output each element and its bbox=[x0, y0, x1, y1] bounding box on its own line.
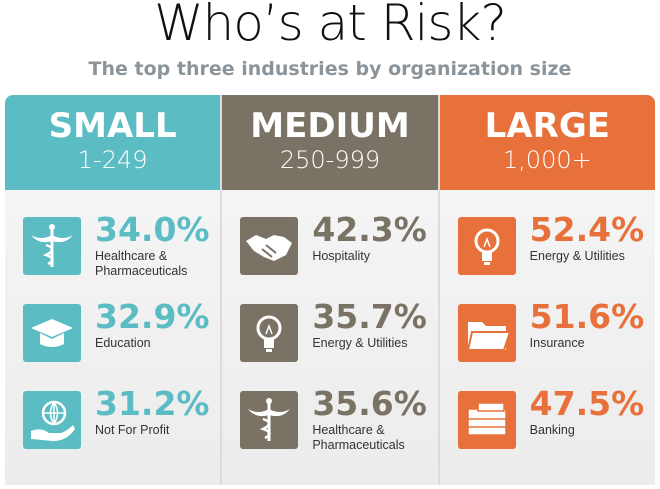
icon-graphic bbox=[256, 315, 282, 352]
industry-text: 35.6% Healthcare & Pharmaceuticals bbox=[298, 385, 427, 478]
industry-list: 52.4% Energy & Utilities 51.6% Insurance 47.… bbox=[440, 190, 655, 478]
industry-icon bbox=[240, 391, 299, 449]
panel: SMALL 1-249 34.0% Healthcare & Pharmaceutic… bbox=[5, 95, 655, 485]
industry: 35.7% Energy & Utilities bbox=[222, 298, 437, 391]
industry-label: Insurance bbox=[529, 336, 585, 350]
industry-label: Banking bbox=[529, 423, 575, 437]
size-name: LARGE bbox=[484, 106, 610, 146]
subtitle: The top three industries by organization… bbox=[88, 58, 572, 80]
industry: 52.4% Energy & Utilities bbox=[440, 211, 655, 304]
industry: 32.9% Education bbox=[5, 298, 220, 391]
column-header: LARGE 1,000+ bbox=[439, 95, 655, 190]
industry-icon bbox=[457, 304, 516, 362]
industry-label: Energy & Utilities bbox=[529, 249, 625, 263]
icon-graphic bbox=[466, 402, 507, 436]
percentage: 47.5% bbox=[529, 384, 645, 423]
industry-icon bbox=[23, 391, 81, 449]
size-range: 1-249 bbox=[77, 146, 148, 174]
industry-label: Energy & Utilities bbox=[312, 336, 408, 350]
size-name: SMALL bbox=[48, 106, 177, 146]
industry: 31.2% Not For Profit bbox=[5, 385, 220, 478]
icon-graphic bbox=[31, 224, 73, 267]
industry-label: Education bbox=[95, 336, 151, 350]
column-header: SMALL 1-249 bbox=[5, 95, 221, 190]
percentage: 52.4% bbox=[529, 210, 645, 249]
industry-text: 52.4% Energy & Utilities bbox=[516, 211, 645, 304]
industry: 42.3% Hospitality bbox=[222, 211, 437, 304]
column: SMALL 1-249 34.0% Healthcare & Pharmaceutic… bbox=[5, 95, 223, 485]
size-range: 1,000+ bbox=[502, 146, 592, 174]
industry-label: Not For Profit bbox=[95, 423, 170, 437]
column: LARGE 1,000+ 52.4% Energy & Utilities 51.6% I… bbox=[439, 95, 655, 485]
column-header: MEDIUM 250-999 bbox=[222, 95, 438, 190]
column: MEDIUM 250-999 42.3% Hospitality 35.7% Energy… bbox=[222, 95, 440, 485]
industry: 35.6% Healthcare & Pharmaceuticals bbox=[222, 385, 437, 478]
industry-label: Hospitality bbox=[312, 249, 370, 263]
percentage: 51.6% bbox=[529, 297, 645, 336]
industry: 51.6% Insurance bbox=[440, 298, 655, 391]
industry-icon bbox=[457, 217, 516, 275]
icon-graphic bbox=[31, 319, 73, 347]
icon-graphic bbox=[246, 235, 293, 261]
industry-icon bbox=[23, 217, 81, 275]
industry: 47.5% Banking bbox=[440, 385, 655, 478]
percentage: 32.9% bbox=[95, 297, 210, 336]
industry-text: 51.6% Insurance bbox=[516, 298, 645, 391]
title: Who’s at Risk? bbox=[154, 0, 507, 52]
industry-icon bbox=[457, 391, 516, 449]
industry-list: 34.0% Healthcare & Pharmaceuticals 32.9% Ed… bbox=[5, 190, 220, 478]
industry-icon bbox=[240, 217, 299, 275]
icon-graphic bbox=[248, 398, 291, 441]
icon-graphic bbox=[474, 228, 500, 265]
industry-text: 32.9% Education bbox=[81, 298, 210, 391]
industry-text: 42.3% Hospitality bbox=[298, 211, 427, 304]
industry-icon bbox=[23, 304, 81, 362]
size-range: 250-999 bbox=[279, 146, 381, 174]
industry-label: Healthcare & Pharmaceuticals bbox=[312, 423, 405, 452]
percentage: 34.0% bbox=[95, 210, 210, 249]
industry-list: 42.3% Hospitality 35.7% Energy & Utilities 3… bbox=[222, 190, 437, 478]
industry-text: 34.0% Healthcare & Pharmaceuticals bbox=[81, 211, 210, 304]
icon-graphic bbox=[466, 322, 512, 351]
percentage: 35.6% bbox=[312, 384, 427, 423]
percentage: 35.7% bbox=[312, 297, 427, 336]
percentage: 42.3% bbox=[312, 210, 427, 249]
industry-text: 31.2% Not For Profit bbox=[81, 385, 210, 478]
icon-graphic bbox=[31, 400, 75, 441]
industry: 34.0% Healthcare & Pharmaceuticals bbox=[5, 211, 220, 304]
industry-text: 35.7% Energy & Utilities bbox=[298, 298, 427, 391]
industry-icon bbox=[240, 304, 299, 362]
size-name: MEDIUM bbox=[250, 106, 410, 146]
industry-label: Healthcare & Pharmaceuticals bbox=[95, 249, 188, 278]
percentage: 31.2% bbox=[95, 384, 210, 423]
industry-text: 47.5% Banking bbox=[516, 385, 645, 478]
